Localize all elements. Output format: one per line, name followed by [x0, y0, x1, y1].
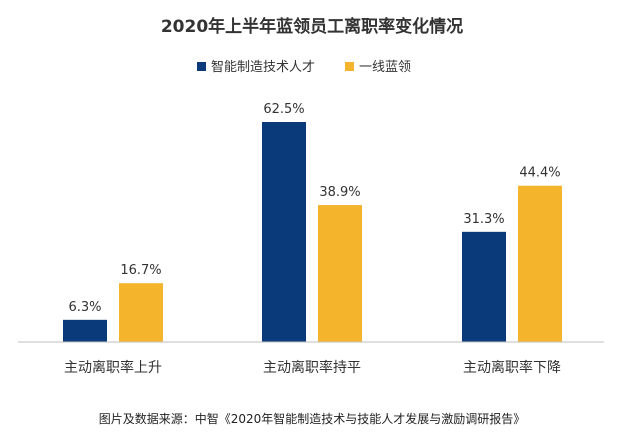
bar-1-1: [63, 319, 107, 342]
bar-2-2: [318, 205, 362, 342]
category-label-1: 主动离职率上升: [64, 359, 162, 376]
chart-title: 2020年上半年蓝领员工离职率变化情况: [161, 16, 463, 37]
data-label-1-1: 6.3%: [68, 300, 101, 315]
legend: 智能制造技术人才 一线蓝领: [197, 60, 411, 75]
bar-1-3: [462, 231, 506, 342]
legend-label-series-2: 一线蓝领: [359, 60, 411, 75]
source-note: 图片及数据来源：中智《2020年智能制造技术与技能人才发展与激励调研报告》: [99, 411, 526, 426]
bar-2-3: [518, 185, 562, 342]
category-label-3: 主动离职率下降: [463, 359, 561, 376]
data-label-2-1: 16.7%: [120, 263, 161, 278]
legend-label-series-1: 智能制造技术人才: [211, 60, 315, 75]
legend-swatch-series-1: [197, 62, 206, 71]
bars-group: 6.3% 16.7% 62.5% 38.9% 31.3% 44.4%: [63, 102, 562, 342]
bar-2-1: [119, 283, 163, 342]
category-label-2: 主动离职率持平: [263, 359, 361, 376]
bar-1-2: [262, 122, 306, 342]
data-label-1-3: 31.3%: [463, 212, 504, 227]
legend-swatch-series-2: [345, 62, 354, 71]
data-label-1-2: 62.5%: [263, 102, 304, 117]
category-labels: 主动离职率上升 主动离职率持平 主动离职率下降: [64, 359, 561, 376]
data-label-2-2: 38.9%: [319, 185, 360, 200]
data-label-2-3: 44.4%: [519, 166, 560, 181]
